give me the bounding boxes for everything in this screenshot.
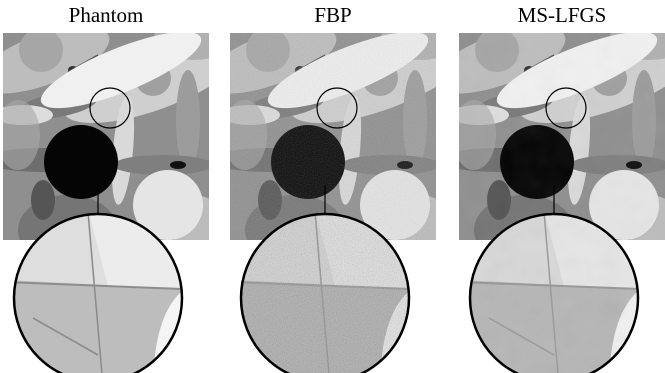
zoomed-inset xyxy=(241,214,409,373)
panel-title: MS-LFGS xyxy=(517,3,607,27)
zoomed-inset xyxy=(470,214,638,373)
zoom-indicator-circle xyxy=(316,87,358,129)
zoomed-inset-border xyxy=(12,212,184,373)
panel-fbp: FBP xyxy=(230,0,436,373)
panel-ms-lfgs: MS-LFGS xyxy=(459,0,665,373)
panel-title: FBP xyxy=(314,3,352,27)
phantom-square xyxy=(459,33,665,240)
fbp-reconstruction-image xyxy=(230,33,436,373)
zoom-indicator-circle xyxy=(545,87,587,129)
panel-phantom: Phantom xyxy=(3,0,209,373)
panel-title: Phantom xyxy=(68,3,144,27)
phantom-square xyxy=(230,33,436,240)
ms-lfgs-reconstruction-image xyxy=(459,33,665,373)
zoomed-inset-border xyxy=(239,212,411,373)
zoomed-inset-border xyxy=(468,212,640,373)
zoom-indicator-circle xyxy=(89,87,131,129)
phantom-reconstruction-image xyxy=(3,33,209,373)
